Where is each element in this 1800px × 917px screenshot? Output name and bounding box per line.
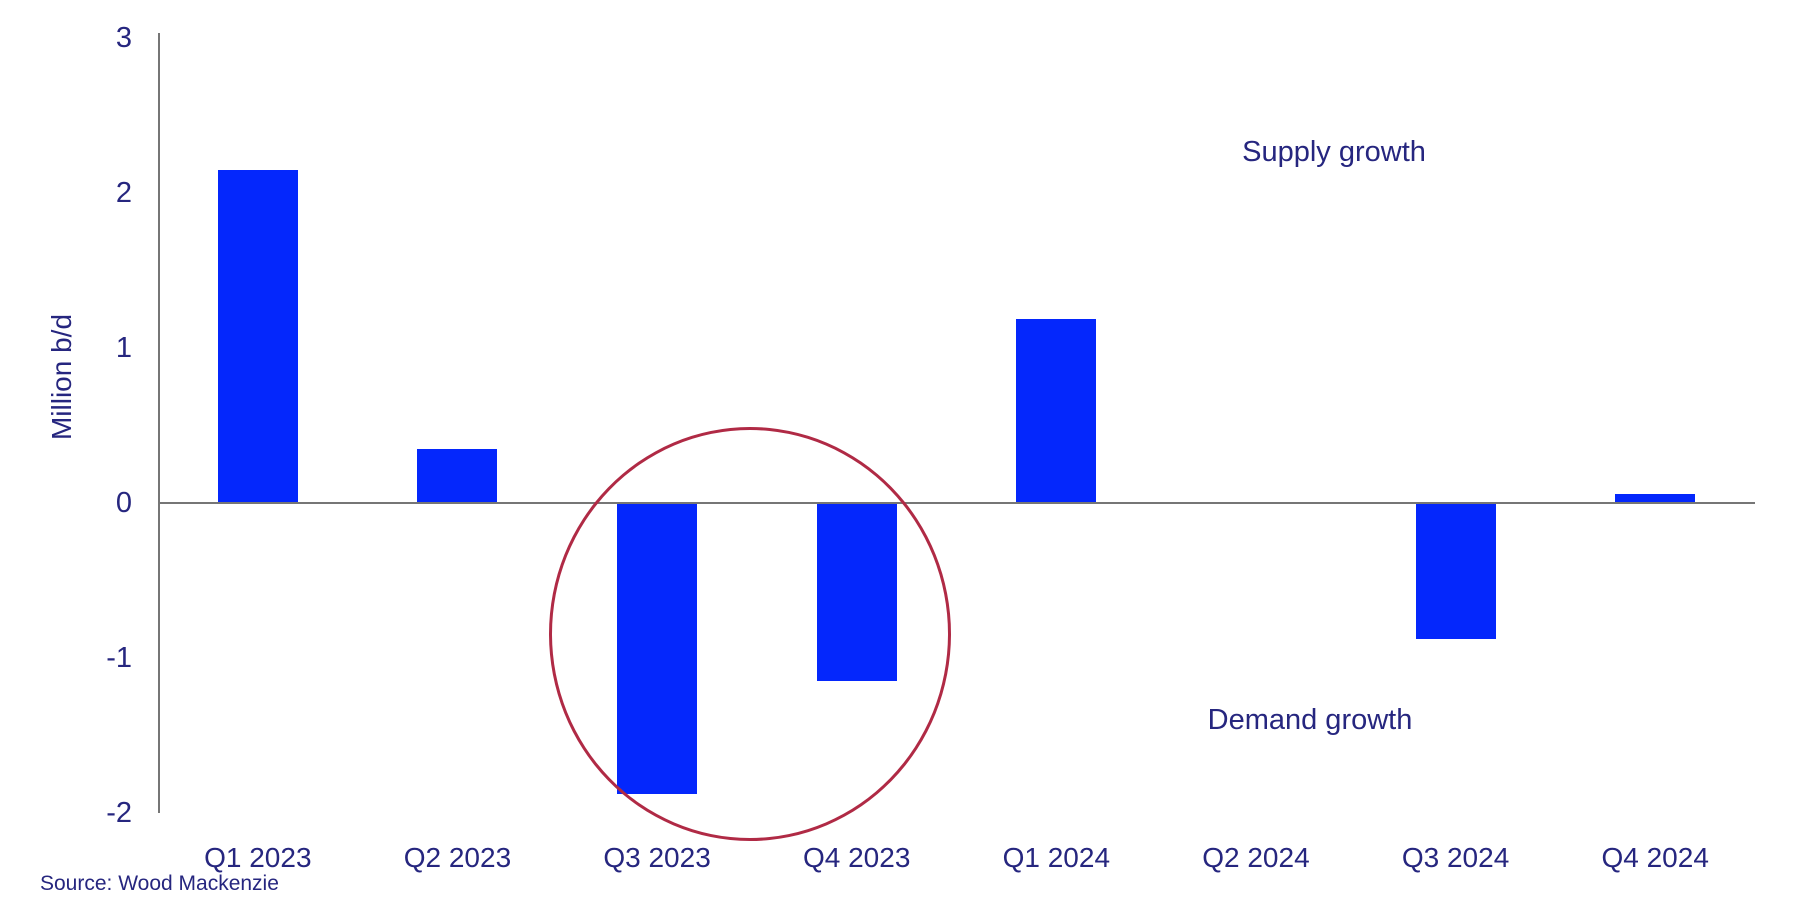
- source-caption: Source: Wood Mackenzie: [40, 872, 279, 895]
- x-label-q2-2024: Q2 2024: [1202, 842, 1310, 873]
- y-axis-title: Million b/d: [46, 313, 77, 441]
- x-label-q4-2024: Q4 2024: [1601, 842, 1709, 873]
- bar-q1-2023: [217, 169, 298, 503]
- x-label-q1-2024: Q1 2024: [1002, 842, 1111, 873]
- y-tick-label--1: -1: [106, 642, 132, 674]
- demand-growth-label: Demand growth: [1207, 704, 1413, 736]
- x-label-q3-2023: Q3 2023: [603, 842, 711, 873]
- bar-q3-2024: [1415, 503, 1496, 640]
- x-label-q3-2024: Q3 2024: [1401, 842, 1510, 873]
- bar-q2-2023: [417, 448, 498, 503]
- x-label-q1-2023: Q1 2023: [204, 842, 312, 873]
- y-axis-line: [158, 33, 160, 813]
- y-tick-label--2: -2: [106, 797, 132, 829]
- y-tick-label-0: 0: [115, 487, 132, 519]
- y-tick-label-3: 3: [115, 22, 132, 54]
- bar-q1-2024: [1016, 318, 1097, 503]
- y-tick-label-1: 1: [115, 332, 132, 364]
- x-label-q4-2023: Q4 2023: [802, 842, 911, 873]
- x-axis-zero-line: [158, 502, 1755, 504]
- x-label-q2-2023: Q2 2023: [403, 842, 512, 873]
- bar-q4-2024: [1615, 493, 1696, 503]
- y-tick-label-2: 2: [115, 177, 132, 209]
- highlight-circle: [549, 427, 951, 841]
- supply-growth-label: Supply growth: [1242, 136, 1426, 168]
